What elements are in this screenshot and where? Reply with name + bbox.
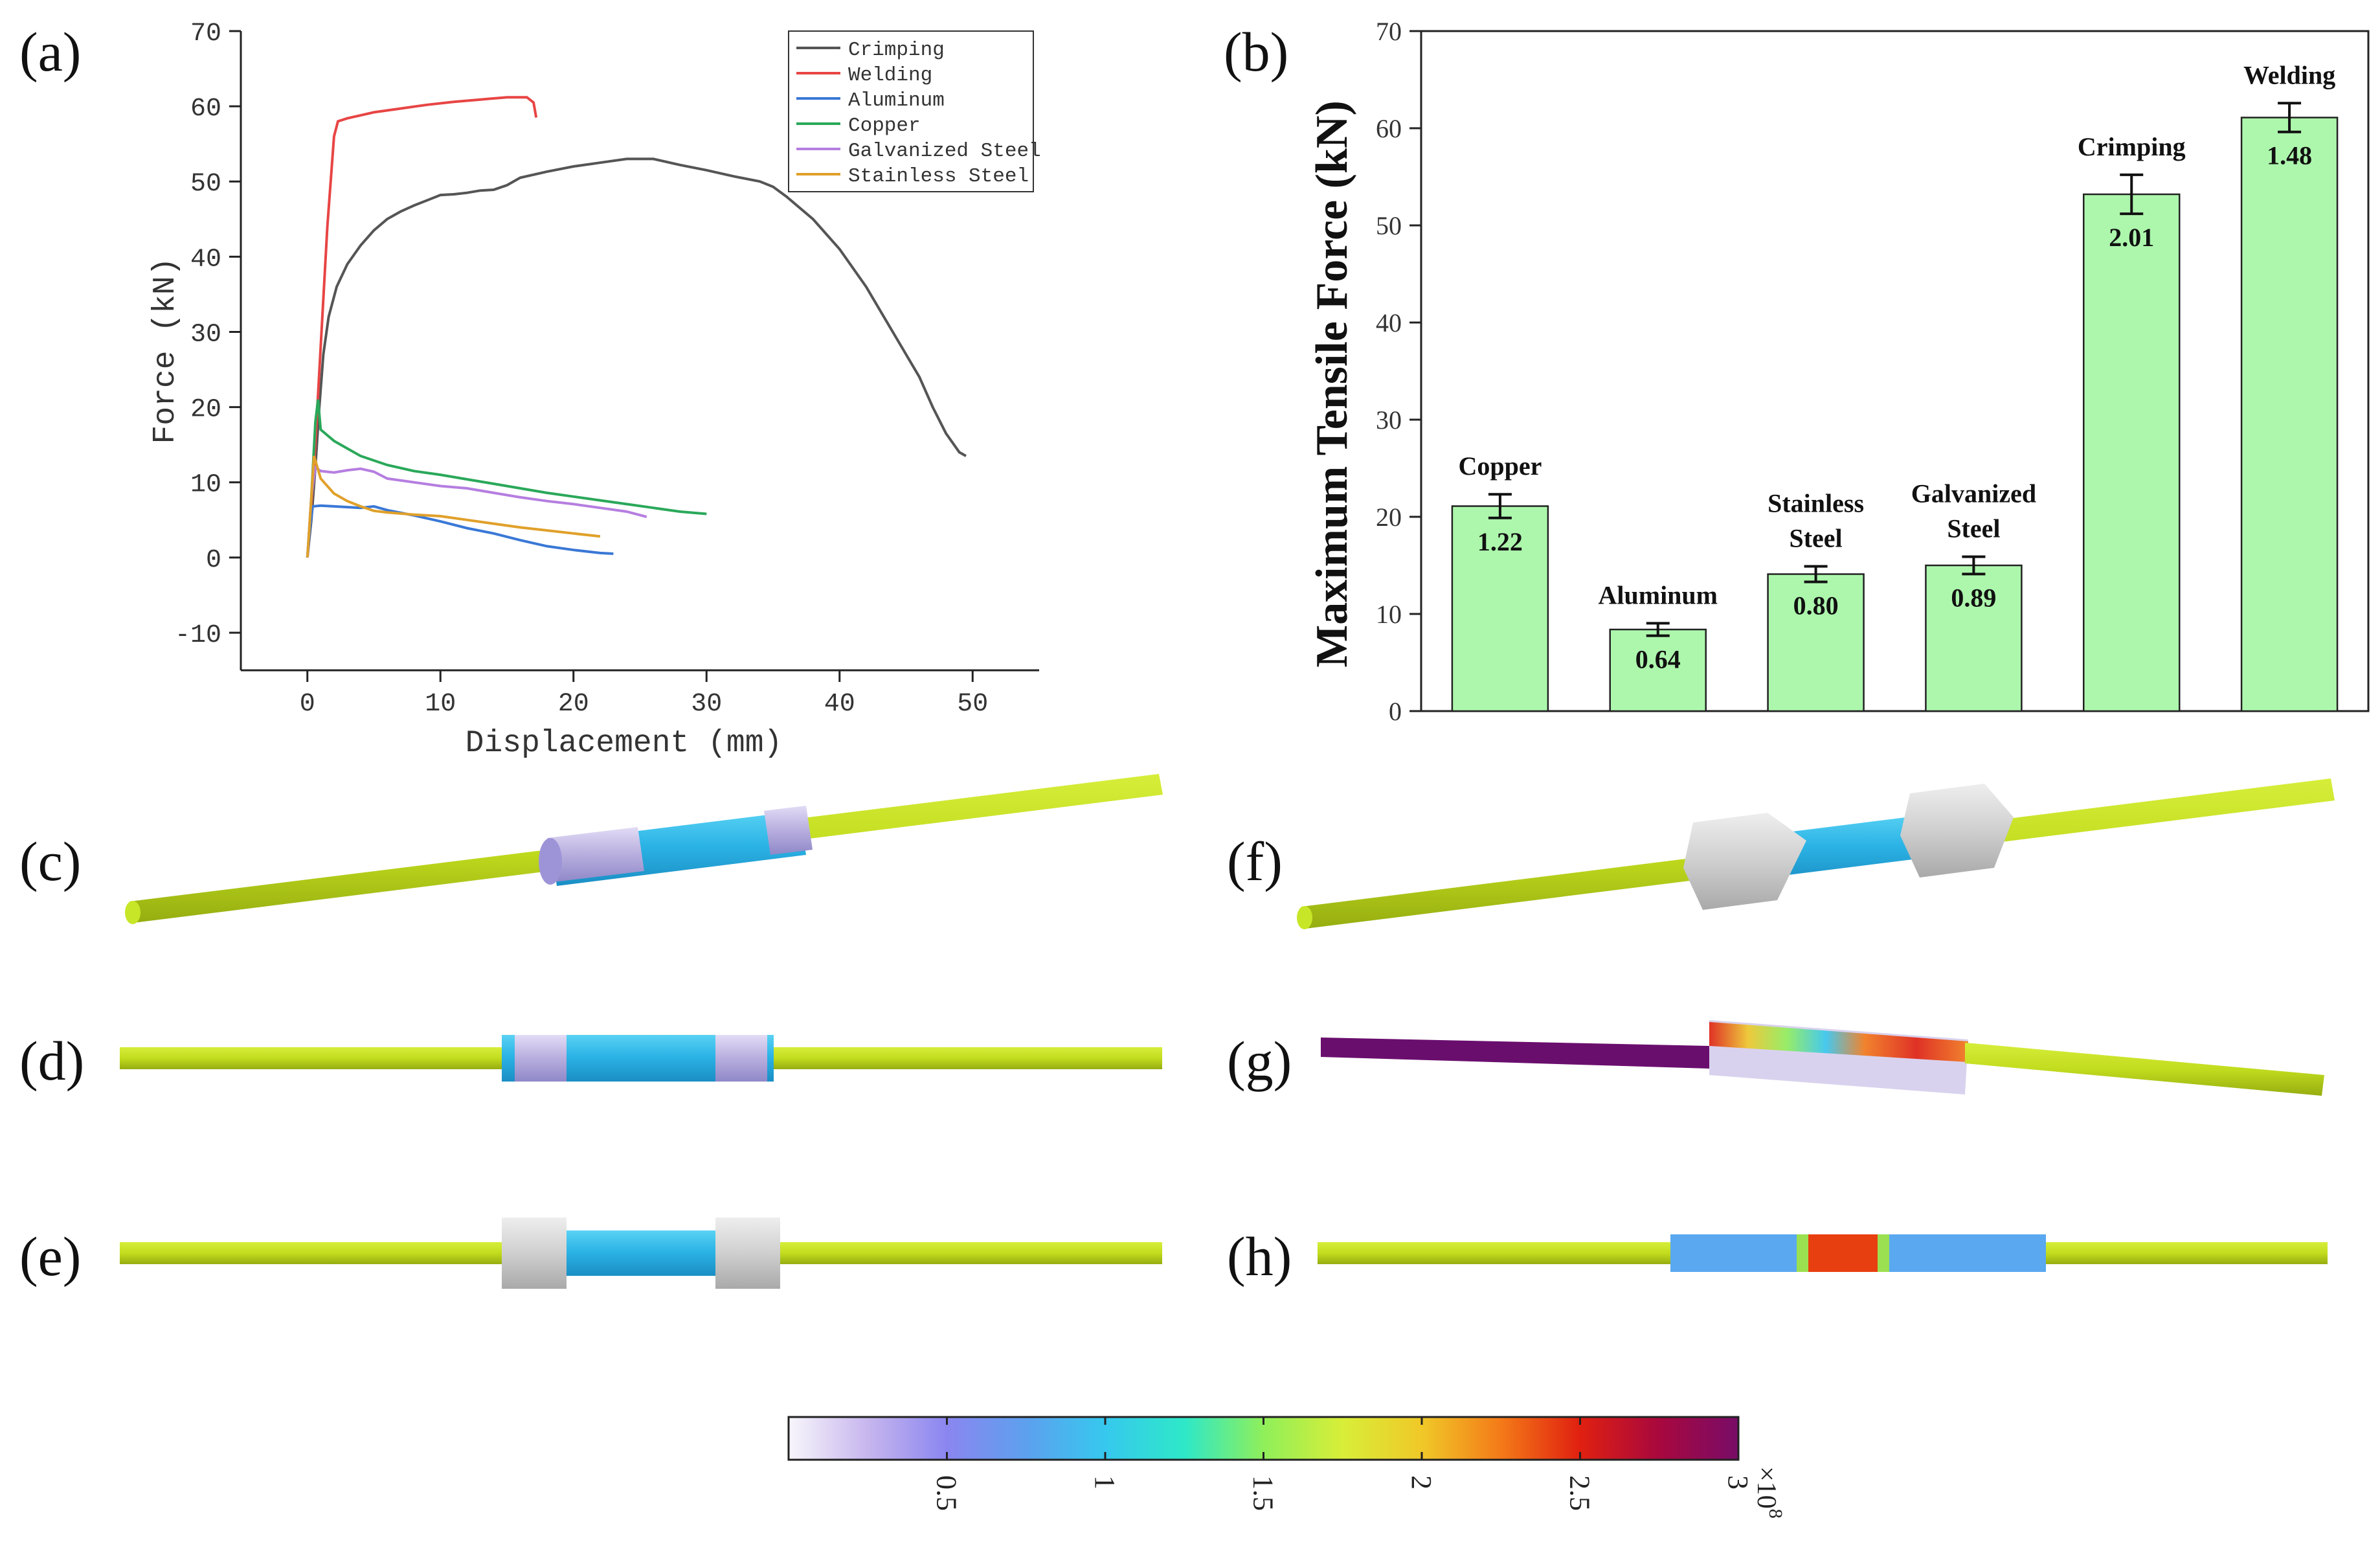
y-tick-label: 10 <box>190 471 221 500</box>
y-tick-label: 0 <box>206 546 221 575</box>
panel-label-f: (f) <box>1227 830 1283 892</box>
series-line-welding <box>306 96 538 558</box>
y-axis-label: Force (kN) <box>148 257 183 444</box>
legend-label: Crimping <box>848 39 945 62</box>
legend-label: Galvanized Steel <box>848 140 1041 163</box>
series-line-stainless-steel <box>306 455 601 558</box>
x-tick-label: 10 <box>425 690 456 719</box>
series-line-copper <box>306 399 707 558</box>
y-tick-label: 50 <box>190 170 221 199</box>
y-tick-label: 30 <box>190 320 221 349</box>
legend-label: Aluminum <box>848 89 945 112</box>
y-tick-label: 40 <box>190 245 221 274</box>
x-tick-label: 20 <box>558 690 589 719</box>
panel-label-g: (g) <box>1227 1030 1292 1092</box>
panel-label-b: (b) <box>1224 21 1289 83</box>
legend-box <box>788 30 1034 192</box>
panel-label-d: (d) <box>19 1030 85 1092</box>
x-tick-label: 50 <box>957 690 988 719</box>
legend-label: Copper <box>848 115 921 137</box>
x-axis-label: Displacement (mm) <box>466 726 783 761</box>
panel-label-h: (h) <box>1227 1225 1292 1287</box>
y-tick-label: -10 <box>175 621 221 650</box>
y-tick-label: 70 <box>190 19 221 49</box>
legend-label: Stainless Steel <box>848 165 1029 188</box>
y-tick-label: 60 <box>190 95 221 124</box>
legend-label: Welding <box>848 64 932 87</box>
x-tick-label: 0 <box>300 690 315 719</box>
y-tick-label: 20 <box>190 396 221 425</box>
panel-label-c: (c) <box>19 830 82 892</box>
series-line-galvanized-steel <box>306 464 647 558</box>
panel-label-e: (e) <box>19 1225 82 1287</box>
x-tick-label: 30 <box>691 690 722 719</box>
panel-label-a: (a) <box>19 21 82 83</box>
series-line-crimping <box>306 157 967 558</box>
x-tick-label: 40 <box>824 690 855 719</box>
